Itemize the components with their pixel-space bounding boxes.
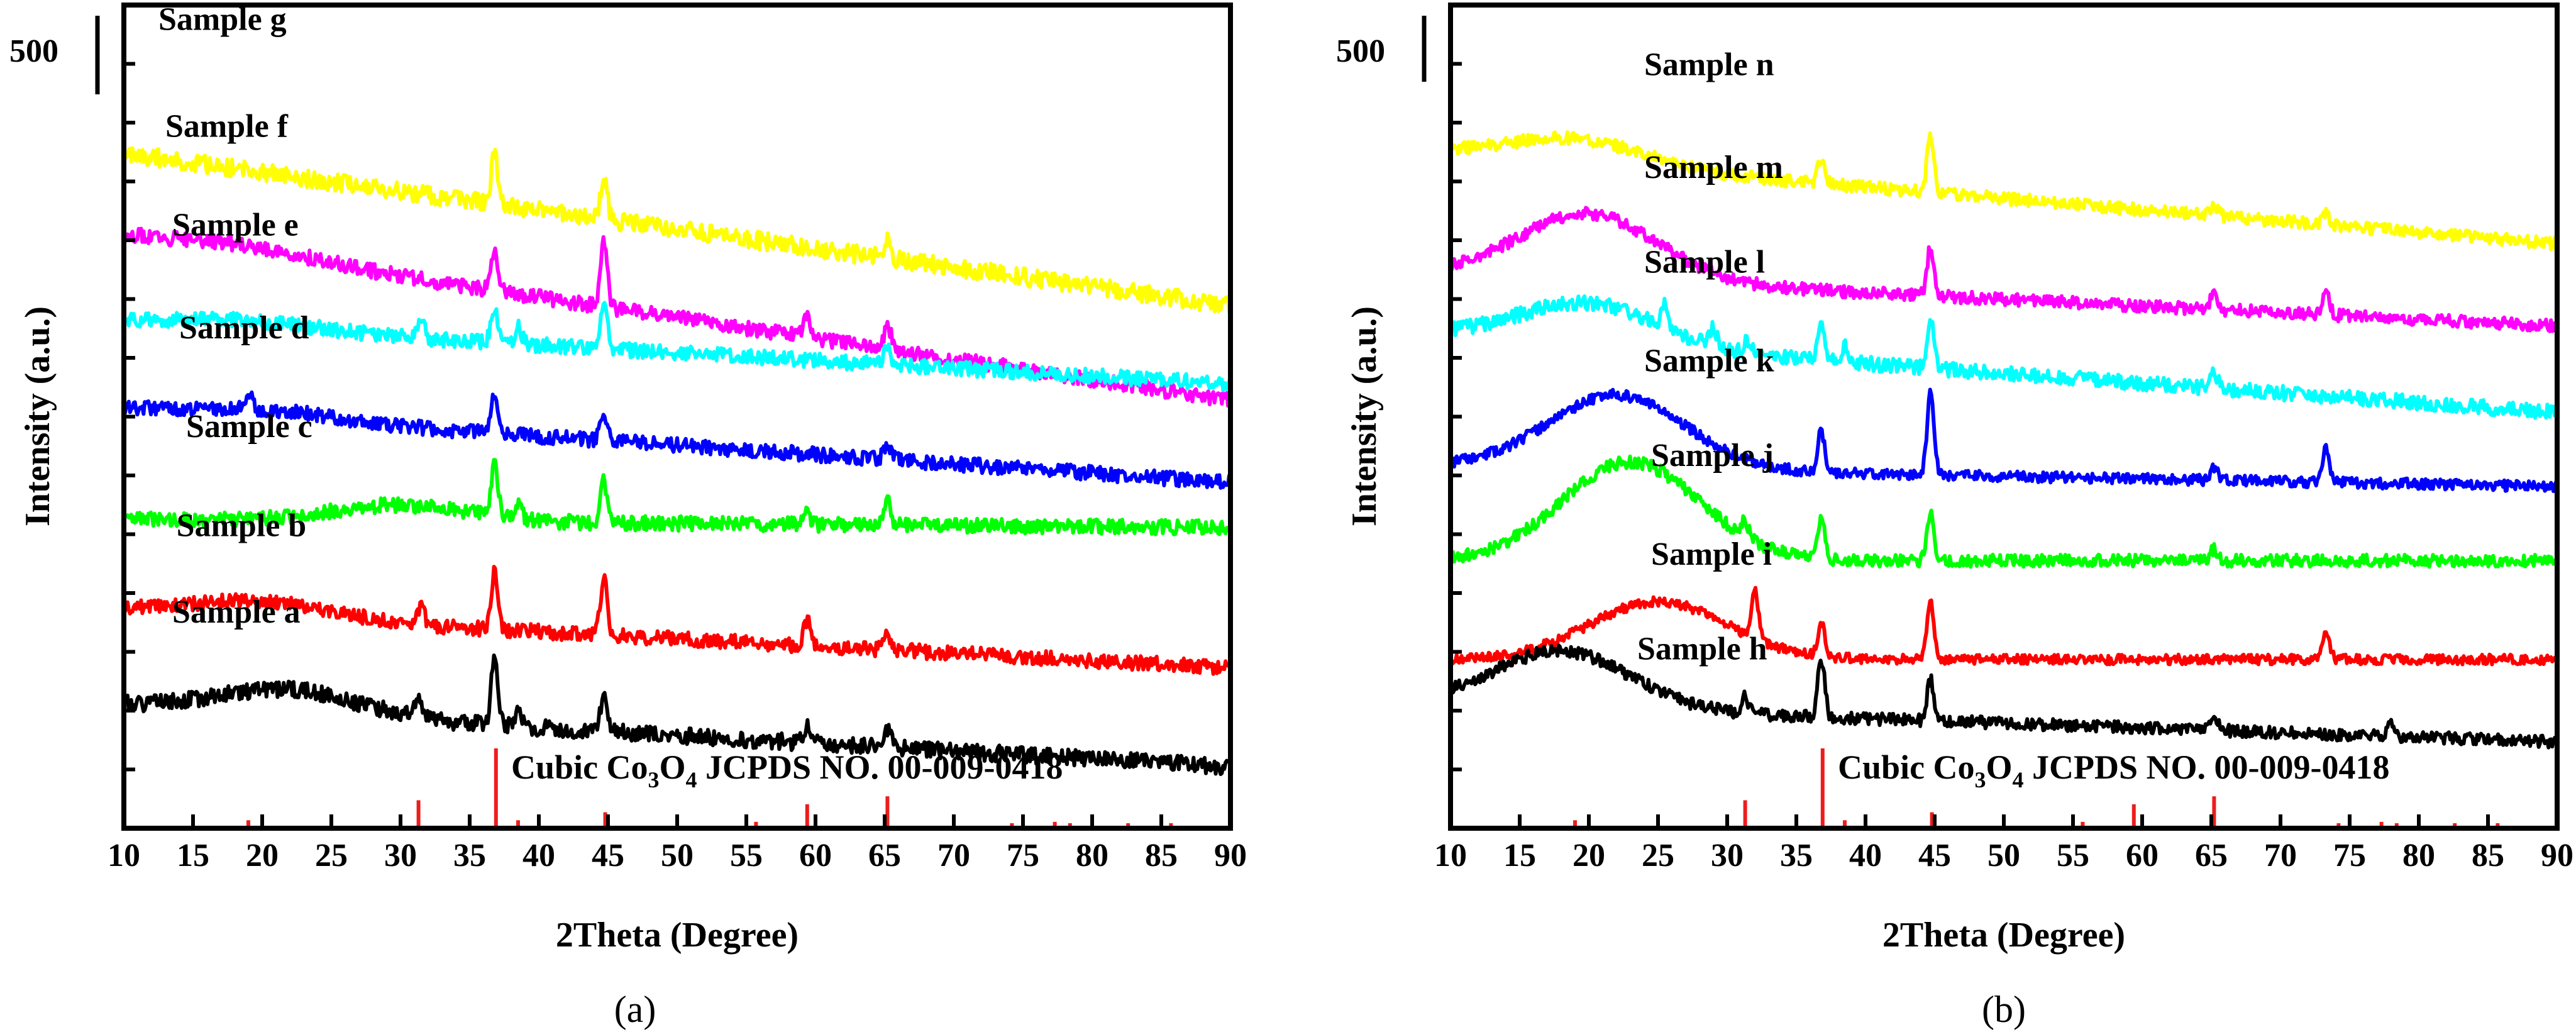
x-tick-label: 20 <box>246 838 279 874</box>
series-line-sample-a <box>122 653 1232 776</box>
panel-a-y-axis-title: Intensity (a.u.) <box>18 306 57 526</box>
series-line-sample-f <box>122 226 1232 408</box>
series-label-sample-m: Sample m <box>1644 150 1783 186</box>
x-tick-label: 35 <box>1780 838 1813 874</box>
x-tick-label: 60 <box>799 838 832 874</box>
panel-a-ticks: 10 15 20 25 30 35 40 45 50 55 60 65 70 75 80 85 90 <box>108 62 1247 874</box>
panel-a-traces <box>122 145 1232 776</box>
series-line-sample-l <box>1449 294 2559 420</box>
x-tick-label: 55 <box>2057 838 2089 874</box>
x-tick-label: 15 <box>177 838 209 874</box>
series-line-sample-k <box>1450 387 2559 494</box>
series-label-sample-a: Sample a <box>172 594 301 630</box>
ref-label-suffix: JCPDS NO. 00-009-0418 <box>2024 748 2390 786</box>
x-tick-label: 35 <box>453 838 486 874</box>
panel-b-series-labels: Sample n Sample m Sample l Sample k Sample j… <box>1637 47 1783 667</box>
x-tick-label: 10 <box>1434 838 1467 874</box>
series-label-sample-l: Sample l <box>1644 244 1765 280</box>
series-label-sample-e: Sample e <box>172 208 299 243</box>
x-tick-label: 85 <box>2472 838 2504 874</box>
x-tick-label: 25 <box>315 838 348 874</box>
series-label-sample-c: Sample c <box>186 409 312 445</box>
panel-a-scale-label: 500 <box>9 33 58 69</box>
panel-b-x-axis-title: 2Theta (Degree) <box>1882 916 2125 955</box>
series-label-sample-b: Sample b <box>177 508 307 543</box>
x-tick-label: 75 <box>2333 838 2366 874</box>
panel-a-reference-label: Cubic Co3O4 JCPDS NO. 00-009-0418 <box>511 748 1063 792</box>
panel-b-reference-label: Cubic Co3O4 JCPDS NO. 00-009-0418 <box>1838 748 2390 792</box>
x-tick-label: 10 <box>108 838 140 874</box>
series-line-sample-b <box>122 565 1232 676</box>
panel-b-y-axis-title: Intensity (a.u.) <box>1345 306 1384 526</box>
series-line-sample-e <box>122 301 1232 392</box>
ref-label-sub1: 3 <box>1975 767 1986 792</box>
x-tick-label: 75 <box>1007 838 1039 874</box>
ref-label-prefix: Cubic Co <box>1838 748 1975 786</box>
series-line-sample-i <box>1449 585 2559 667</box>
series-line-sample-m <box>1449 206 2559 333</box>
x-tick-label: 90 <box>1214 838 1247 874</box>
x-tick-label: 45 <box>1918 838 1951 874</box>
x-tick-label: 40 <box>1849 838 1882 874</box>
x-tick-label: 30 <box>1711 838 1744 874</box>
x-tick-label: 70 <box>937 838 970 874</box>
x-tick-label: 20 <box>1573 838 1605 874</box>
x-tick-label: 30 <box>384 838 417 874</box>
x-tick-label: 90 <box>2541 838 2573 874</box>
series-line-sample-d <box>122 390 1232 490</box>
series-label-sample-n: Sample n <box>1644 47 1774 82</box>
x-tick-label: 60 <box>2126 838 2159 874</box>
x-tick-label: 65 <box>868 838 901 874</box>
x-tick-label: 40 <box>522 838 555 874</box>
series-line-sample-g <box>122 145 1232 315</box>
panel-b-tag: (b) <box>1982 989 2026 1030</box>
ref-label-sub2: 4 <box>686 767 697 792</box>
series-line-sample-j <box>1449 454 2559 569</box>
x-tick-label: 50 <box>1987 838 2020 874</box>
x-tick-label: 65 <box>2195 838 2228 874</box>
panel-b-traces <box>1449 130 2559 750</box>
panel-a-x-axis-title: 2Theta (Degree) <box>556 916 799 955</box>
panel-b-ticks: 10 15 20 25 30 35 40 45 50 55 60 65 70 75 80 85 90 <box>1434 62 2573 874</box>
ref-label-sub1: 3 <box>648 767 660 792</box>
ref-label-suffix: JCPDS NO. 00-009-0418 <box>697 748 1063 786</box>
series-label-sample-g: Sample g <box>158 1 287 37</box>
series-label-sample-i: Sample i <box>1651 536 1772 572</box>
x-tick-label: 80 <box>2402 838 2435 874</box>
x-tick-label: 80 <box>1076 838 1108 874</box>
panel-b: 10 15 20 25 30 35 40 45 50 55 60 65 70 75 80 85 90 2Thet… <box>1336 3 2573 1030</box>
x-tick-label: 55 <box>730 838 763 874</box>
x-tick-label: 45 <box>592 838 624 874</box>
series-line-sample-c <box>122 458 1232 536</box>
x-tick-label: 25 <box>1642 838 1674 874</box>
series-label-sample-f: Sample f <box>165 108 289 144</box>
series-label-sample-k: Sample k <box>1644 343 1774 379</box>
panel-b-plot-frame <box>1448 3 2560 831</box>
x-tick-label: 85 <box>1145 838 1178 874</box>
ref-label-prefix: Cubic Co <box>511 748 648 786</box>
ref-label-mid: O <box>1986 748 2013 786</box>
panel-b-scale-label: 500 <box>1336 33 1385 69</box>
x-tick-label: 15 <box>1503 838 1536 874</box>
series-label-sample-h: Sample h <box>1637 631 1767 667</box>
panel-a-tag: (a) <box>614 989 656 1030</box>
ref-label-sub2: 4 <box>2013 767 2024 792</box>
panel-a-series-labels: Sample g Sample f Sample e Sample d Sample c… <box>158 1 312 630</box>
series-line-sample-n <box>1449 130 2559 252</box>
x-tick-label: 50 <box>661 838 694 874</box>
series-label-sample-d: Sample d <box>179 310 309 346</box>
ref-label-mid: O <box>660 748 686 786</box>
series-line-sample-h <box>1449 643 2559 750</box>
x-tick-label: 70 <box>2264 838 2297 874</box>
panel-a: 10 15 20 25 30 35 40 45 50 55 60 65 70 75 80 85 90 2Thet… <box>9 1 1247 1030</box>
series-label-sample-j: Sample j <box>1651 438 1774 474</box>
